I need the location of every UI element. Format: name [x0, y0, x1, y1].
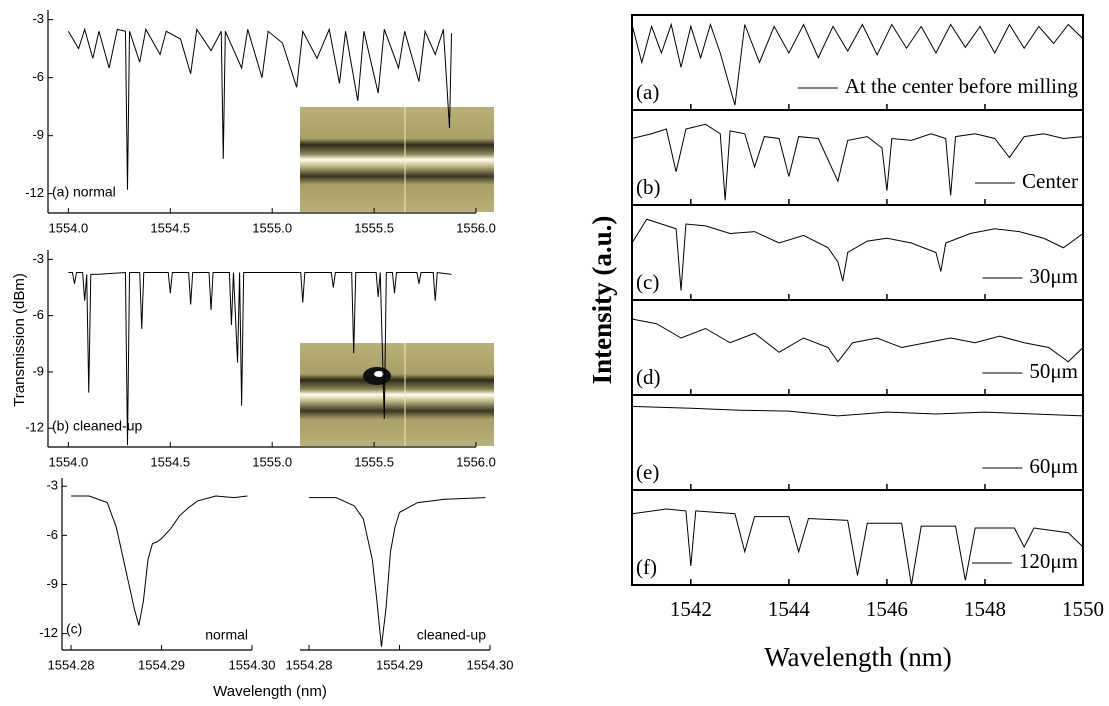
spectrum-line [631, 318, 1084, 363]
y-tick-label: -3 [46, 478, 58, 493]
x-tick-label: 1554.28 [48, 657, 95, 672]
panel-frame [631, 394, 1084, 491]
panel-label: (a) [636, 80, 659, 104]
x-tick-label: 1554.28 [286, 657, 333, 672]
panel-label: (e) [636, 460, 659, 484]
legend-label: 60μm [1029, 454, 1078, 478]
x-tick-label: 1555.0 [252, 454, 292, 469]
spectrum-line [631, 218, 1084, 291]
panel-frame [631, 489, 1084, 586]
y-tick-label: -6 [32, 307, 44, 322]
x-tick-label: 1546 [866, 597, 908, 621]
spectrum-line [631, 405, 1084, 417]
inset-image-a [300, 107, 494, 212]
x-tick-label: 1554.30 [467, 657, 514, 672]
panel-label: (c) [66, 621, 82, 637]
y-tick-label: -12 [25, 420, 44, 435]
spectrum-line [71, 495, 248, 626]
panel-frame [631, 109, 1084, 206]
legend-label: 50μm [1029, 359, 1078, 383]
legend-label: 30μm [1029, 264, 1078, 288]
y-tick-label: -12 [25, 185, 44, 200]
y-tick-label: -6 [32, 69, 44, 84]
y-tick-label: -9 [32, 363, 44, 378]
legend-label: At the center before milling [845, 74, 1079, 98]
x-axis-title: Wavelength (nm) [213, 683, 327, 700]
spectrum-line [67, 27, 453, 190]
x-tick-label: 1548 [964, 597, 1006, 621]
spectrum-line [631, 508, 1084, 586]
x-tick-label: 1554.0 [48, 454, 88, 469]
panel-frame [631, 299, 1084, 396]
x-tick-label: 1554.0 [48, 220, 88, 235]
spectrum-line [631, 22, 1084, 106]
x-tick-label: 1544 [768, 597, 811, 621]
x-tick-label: 1542 [670, 597, 712, 621]
x-axis-title: Wavelength (nm) [764, 642, 952, 672]
inset-image-b [300, 343, 494, 446]
y-tick-label: -9 [32, 127, 44, 142]
y-tick-label: -3 [32, 11, 44, 26]
x-tick-label: 1556.0 [456, 220, 496, 235]
y-tick-label: -3 [32, 251, 44, 266]
panel-label: (c) [636, 270, 659, 294]
x-tick-label: 1555.0 [252, 220, 292, 235]
spectrum-line [68, 271, 452, 446]
y-tick-label: -9 [46, 576, 58, 591]
legend-label: Center [1022, 169, 1078, 193]
panel-frame [631, 204, 1084, 301]
panel-label: (b) [636, 175, 661, 199]
y-tick-label: -6 [46, 527, 58, 542]
x-tick-label: 1554.5 [150, 454, 190, 469]
y-axis-title: Intensity (a.u.) [587, 216, 617, 385]
legend-label: 120μm [1019, 549, 1078, 573]
spectrum-line [631, 123, 1084, 201]
panel-label: (f) [636, 555, 657, 579]
panel-label: (d) [636, 365, 661, 389]
panel-note: cleaned-up [417, 627, 486, 643]
spectrum-line [309, 497, 486, 647]
x-tick-label: 1550 [1062, 597, 1104, 621]
panel-note: normal [205, 627, 248, 643]
x-tick-label: 1554.29 [138, 657, 185, 672]
panel-label: (a) normal [52, 184, 116, 200]
x-tick-label: 1555.5 [354, 220, 394, 235]
y-tick-label: -12 [39, 625, 58, 640]
x-tick-label: 1554.29 [376, 657, 423, 672]
x-tick-label: 1556.0 [456, 454, 496, 469]
x-tick-label: 1555.5 [354, 454, 394, 469]
y-axis-title: Transmission (dBm) [11, 273, 28, 407]
panel-label: (b) cleaned-up [52, 418, 142, 434]
x-tick-label: 1554.30 [229, 657, 276, 672]
x-tick-label: 1554.5 [150, 220, 190, 235]
